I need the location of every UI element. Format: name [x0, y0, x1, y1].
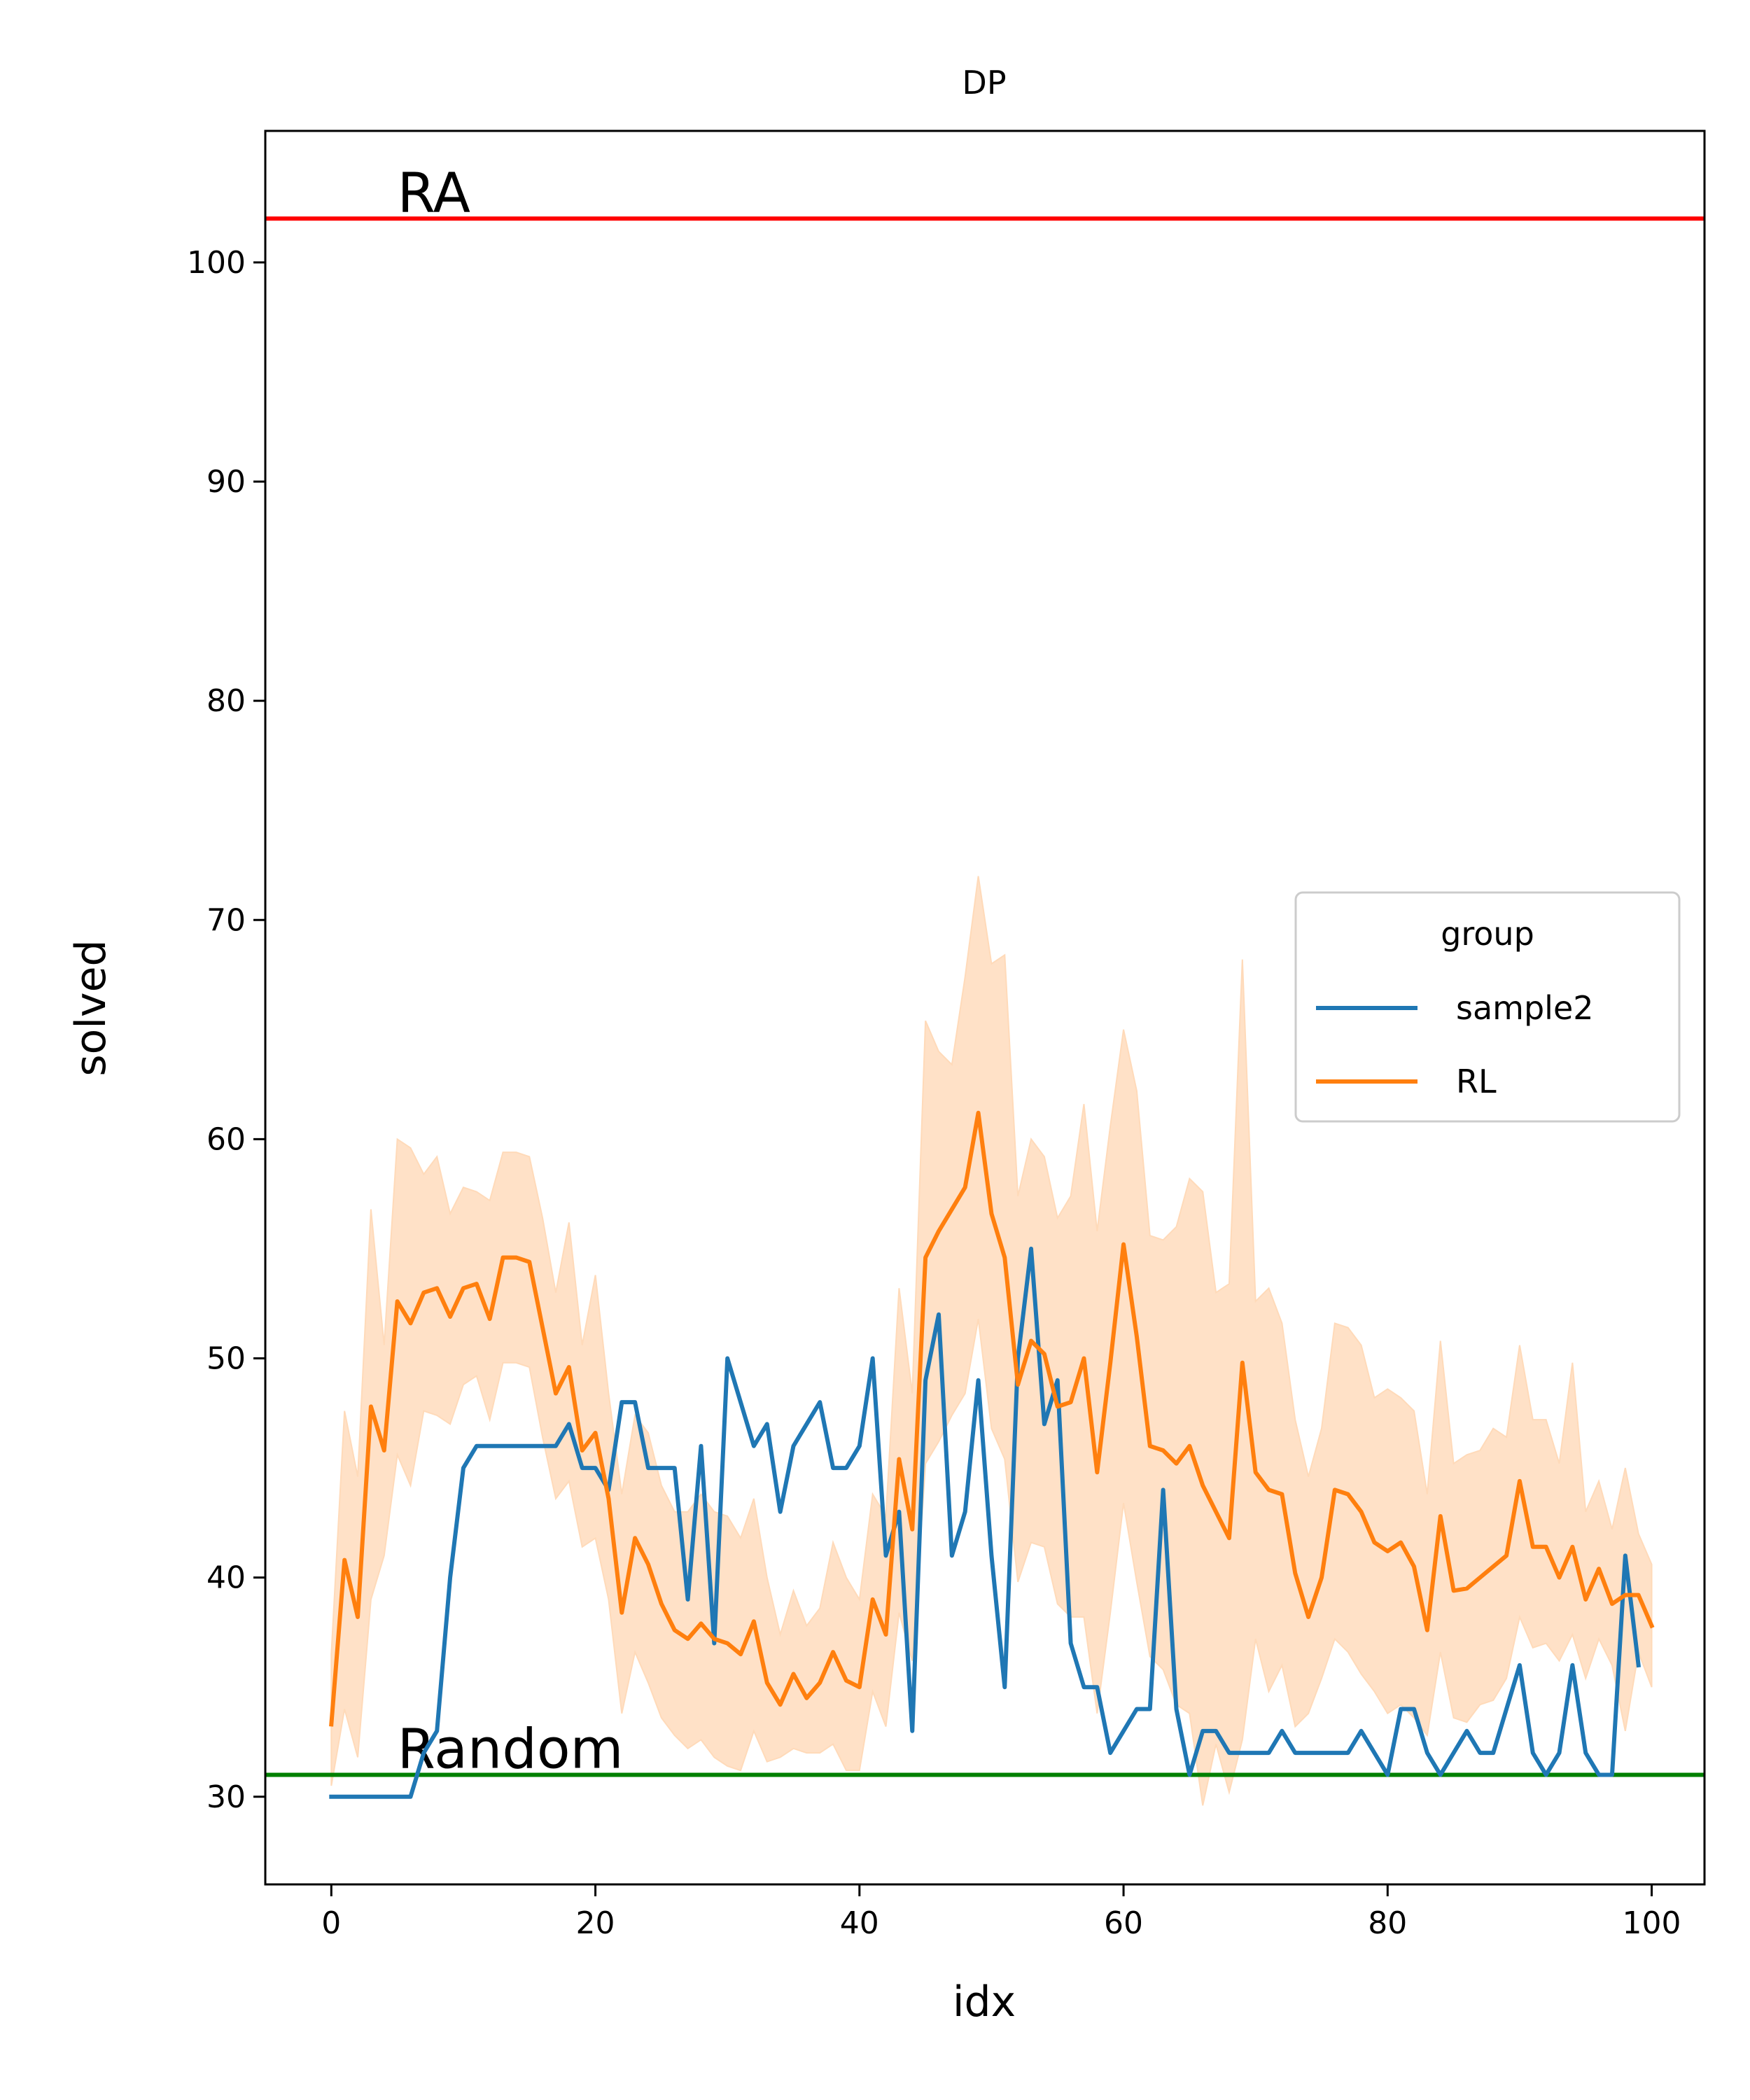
- y-tick-label: 100: [187, 245, 246, 281]
- y-tick-label: 80: [206, 683, 246, 719]
- x-tick-label: 100: [1623, 1905, 1681, 1941]
- reference-label-random: Random: [398, 1718, 624, 1781]
- x-axis-label: idx: [953, 1977, 1016, 2026]
- x-tick-label: 80: [1368, 1905, 1407, 1941]
- x-tick-label: 40: [840, 1905, 879, 1941]
- y-tick-label: 90: [206, 464, 246, 500]
- series-line-sample2: [329, 1246, 1642, 1799]
- plot-frame: [264, 130, 1706, 1886]
- legend-label-rl: RL: [1456, 1063, 1497, 1100]
- series-line-rl: [329, 1110, 1655, 1727]
- y-tick-label: 30: [206, 1779, 246, 1815]
- x-tick-label: 20: [576, 1905, 615, 1941]
- y-tick-label: 60: [206, 1121, 246, 1157]
- legend-title: group: [1441, 915, 1534, 953]
- chart-title: DP: [962, 64, 1006, 102]
- legend: group sample2 RL: [1294, 891, 1681, 1123]
- y-tick-label: 40: [206, 1560, 246, 1596]
- x-tick-label: 60: [1104, 1905, 1143, 1941]
- y-axis-label: solved: [66, 939, 115, 1076]
- legend-label-sample2: sample2: [1456, 989, 1594, 1027]
- x-tick-label: 0: [321, 1905, 341, 1941]
- y-tick-label: 50: [206, 1341, 246, 1377]
- y-tick-label: 70: [206, 902, 246, 938]
- legend-box: [1294, 891, 1681, 1123]
- reference-label-ra: RA: [398, 162, 470, 225]
